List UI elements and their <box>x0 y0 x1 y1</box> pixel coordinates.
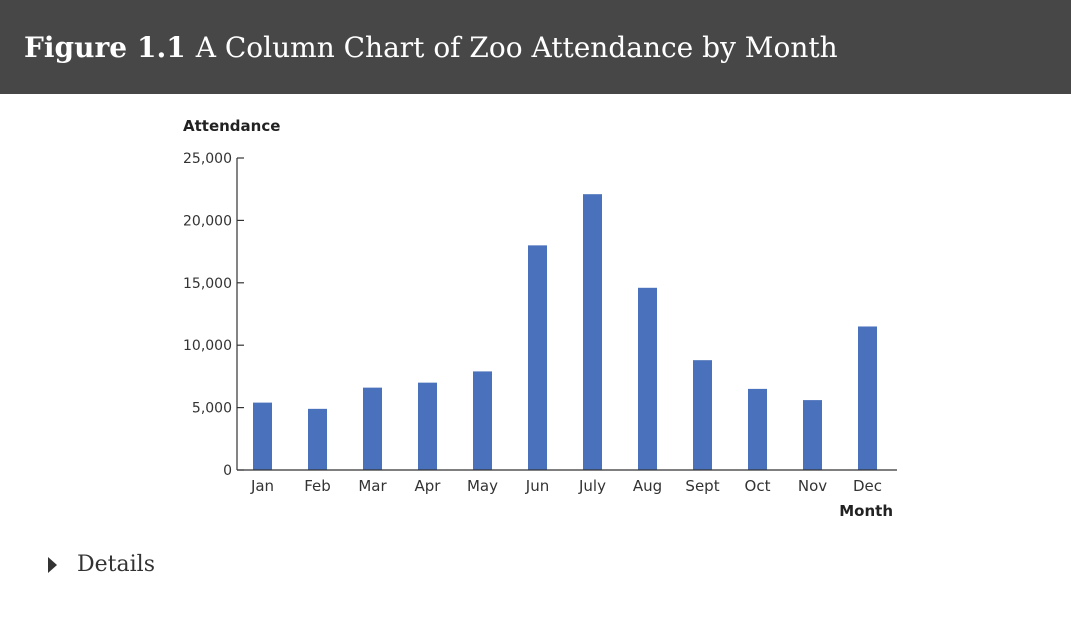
bar-jun <box>528 245 547 470</box>
bar-sept <box>693 360 712 470</box>
bar-aug <box>638 287 657 470</box>
x-tick-label: Dec <box>853 477 882 495</box>
figure-label: Figure <box>24 30 128 64</box>
column-chart: Attendance Month 0 5,000 10,000 15,000 20,00… <box>183 117 897 520</box>
bar-may <box>473 371 492 470</box>
x-tick-label: Jun <box>525 477 549 495</box>
x-tick-label: May <box>467 477 498 495</box>
bar-apr <box>418 382 437 470</box>
y-tick-label: 15,000 <box>183 276 232 292</box>
y-tick-label: 5,000 <box>192 401 232 417</box>
x-tick-label: Oct <box>745 477 771 495</box>
bar-jan <box>253 402 272 470</box>
bars-group <box>253 194 877 470</box>
x-axis-label: Month <box>839 502 893 520</box>
bar-july <box>583 194 602 470</box>
x-tick-label: Feb <box>304 477 331 495</box>
bar-oct <box>748 388 767 470</box>
details-toggle[interactable]: Details <box>48 552 155 577</box>
y-tick-label: 0 <box>223 463 232 479</box>
figure-header: Figure 1.1 A Column Chart of Zoo Attenda… <box>0 0 1071 94</box>
y-tick-label: 10,000 <box>183 338 232 354</box>
figure-number: 1.1 <box>137 30 186 64</box>
y-tick-label: 20,000 <box>183 213 232 229</box>
x-tick-label: Apr <box>415 477 442 495</box>
y-axis-label: Attendance <box>183 117 280 135</box>
x-tick-label: July <box>578 477 606 495</box>
x-tick-label: Nov <box>798 477 827 495</box>
triangle-right-icon <box>48 556 57 573</box>
bar-mar <box>363 387 382 470</box>
bar-nov <box>803 400 822 470</box>
x-tick-label: Sept <box>685 477 719 495</box>
x-tick-label: Mar <box>358 477 387 495</box>
x-axis-ticks: Jan Feb Mar Apr May Jun July Aug Sept Oct Nov Dec <box>250 477 882 495</box>
x-tick-label: Aug <box>633 477 662 495</box>
y-axis-ticks: 0 5,000 10,000 15,000 20,000 25,000 <box>183 151 244 479</box>
details-label: Details <box>77 552 155 577</box>
figure-caption: A Column Chart of Zoo Attendance by Mont… <box>195 30 838 64</box>
x-tick-label: Jan <box>250 477 274 495</box>
bar-feb <box>308 408 327 470</box>
y-tick-label: 25,000 <box>183 151 232 167</box>
chart-container: Attendance Month 0 5,000 10,000 15,000 20,00… <box>0 94 1071 534</box>
bar-dec <box>858 326 877 470</box>
